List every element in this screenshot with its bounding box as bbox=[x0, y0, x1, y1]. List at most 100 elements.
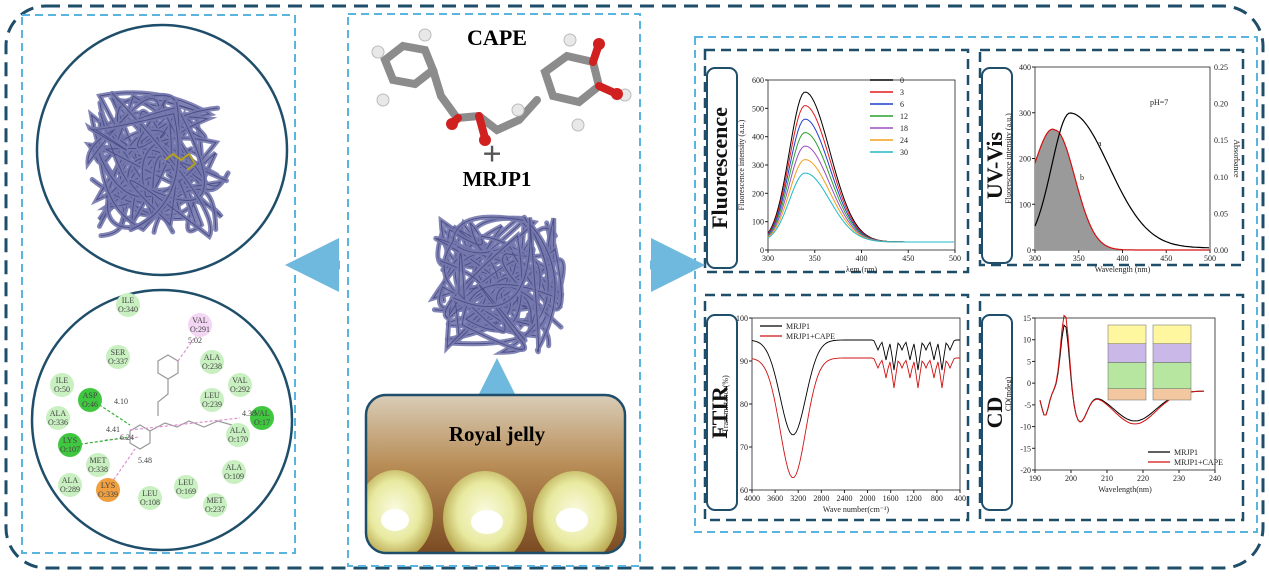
y-tick-label: 500 bbox=[752, 104, 764, 113]
residue-name: LEU bbox=[142, 489, 158, 498]
residue-node bbox=[96, 478, 120, 502]
y-tick-label: 0 bbox=[1027, 246, 1031, 255]
x-tick-label: 350 bbox=[809, 254, 821, 263]
inset-segment bbox=[1152, 343, 1192, 363]
residue-node bbox=[138, 486, 162, 510]
fluorescence-curve bbox=[1034, 112, 1210, 249]
y-tick-label: 300 bbox=[752, 161, 764, 170]
x-axis-label: Wavelength (nm) bbox=[1095, 265, 1151, 274]
residue-node bbox=[116, 293, 140, 317]
x-axis-label: Wave number(cm⁻¹) bbox=[823, 505, 890, 514]
protein-ribbon bbox=[83, 90, 231, 241]
residue-name: ALA bbox=[226, 463, 243, 472]
annotation: b bbox=[1080, 173, 1084, 182]
residue-id: O:238 bbox=[202, 362, 222, 371]
y-tick-label: 400 bbox=[752, 133, 764, 142]
fluorescence-panel bbox=[703, 48, 970, 274]
inset-segment bbox=[1152, 388, 1192, 401]
center-panel bbox=[347, 13, 641, 567]
residue-node bbox=[50, 373, 74, 397]
distance-label: 4.10 bbox=[114, 397, 128, 406]
y-tick-label: 60 bbox=[740, 486, 748, 495]
uvvis-panel bbox=[978, 48, 1245, 267]
y-axis-label: Transmittance(%) bbox=[721, 375, 730, 433]
cape-molecule bbox=[380, 40, 621, 142]
legend-label: 12 bbox=[900, 112, 908, 121]
x-tick-label: 200 bbox=[1065, 474, 1077, 483]
residue-node bbox=[250, 406, 274, 430]
residue-id: O:292 bbox=[230, 385, 250, 394]
cd-panel bbox=[978, 293, 1245, 522]
residue-id: O:338 bbox=[88, 465, 108, 474]
residue-node bbox=[203, 493, 227, 517]
y-tick-label: 600 bbox=[752, 76, 764, 85]
x-tick-label: 190 bbox=[1029, 474, 1041, 483]
side-label: Fluorescence bbox=[707, 107, 732, 229]
residue-node bbox=[46, 406, 70, 430]
plot-frame bbox=[1034, 317, 1216, 471]
legend-label: 6 bbox=[900, 100, 904, 109]
x-tick-label: 800 bbox=[931, 494, 943, 503]
residue-node bbox=[228, 373, 252, 397]
spectrum bbox=[767, 132, 954, 243]
mrjp1-label: MRJP1 bbox=[463, 167, 532, 191]
residue-name: ASP bbox=[83, 391, 98, 400]
residue-name: LYS bbox=[63, 436, 77, 445]
y-tick-label: -15 bbox=[1020, 444, 1031, 453]
ribbon-edge bbox=[458, 252, 541, 332]
y2-axis-label: Absorbance bbox=[1232, 139, 1241, 178]
residue-node bbox=[200, 388, 224, 412]
x-tick-label: 240 bbox=[1209, 474, 1221, 483]
residue-name: VAL bbox=[254, 409, 270, 418]
y-tick-label: 200 bbox=[1019, 155, 1031, 164]
residue-id: O:291 bbox=[190, 325, 210, 334]
y-tick-label: -5 bbox=[1024, 401, 1031, 410]
right-panel bbox=[694, 36, 1258, 533]
inset-segment bbox=[1152, 324, 1192, 344]
legend-label: 18 bbox=[900, 124, 908, 133]
legend-label: 3 bbox=[900, 88, 904, 97]
absorbance-curve bbox=[1034, 128, 1209, 251]
residue-id: O:289 bbox=[60, 485, 80, 494]
outer-border bbox=[4, 4, 1265, 570]
y2-tick-label: 0.00 bbox=[1214, 246, 1228, 255]
y-tick-label: 0 bbox=[1027, 379, 1031, 388]
residue-node bbox=[200, 350, 224, 374]
residue-id: O:336 bbox=[48, 418, 68, 427]
residue-name: VAL bbox=[232, 376, 248, 385]
x-tick-label: 300 bbox=[762, 254, 774, 263]
interaction-circle bbox=[30, 288, 294, 552]
residue-id: O:170 bbox=[228, 435, 248, 444]
x-tick-label: 400 bbox=[856, 254, 868, 263]
x-tick-label: 400 bbox=[1117, 254, 1129, 263]
y2-tick-label: 0.25 bbox=[1214, 63, 1228, 72]
residue-name: LYS bbox=[101, 481, 115, 490]
protein-ribbon bbox=[427, 214, 566, 355]
ftir-curve bbox=[751, 357, 960, 479]
y-axis-label: Fluorescence intensity (a.u.) bbox=[1004, 113, 1013, 204]
spectrum bbox=[767, 145, 954, 243]
x-axis-label: Wavelength(nm) bbox=[1098, 485, 1152, 494]
legend-label: MRJP1+CAPE bbox=[1174, 458, 1223, 467]
absorbance-area bbox=[1035, 129, 1210, 250]
x-tick-label: 450 bbox=[1160, 254, 1172, 263]
x-tick-label: 300 bbox=[1029, 254, 1041, 263]
x-tick-label: 2000 bbox=[860, 494, 876, 503]
y-axis-label: Fluorescence intensity (a.u.) bbox=[737, 119, 746, 210]
ribbon-edge bbox=[452, 217, 556, 353]
annotation: pH=7 bbox=[1150, 98, 1168, 107]
y-tick-label: 90 bbox=[740, 357, 748, 366]
residue-id: O:337 bbox=[108, 357, 128, 366]
residue-id: O:46 bbox=[82, 400, 98, 409]
y-tick-label: 300 bbox=[1019, 109, 1031, 118]
residue-name: VAL bbox=[192, 316, 208, 325]
x-tick-label: 3600 bbox=[767, 494, 783, 503]
ftir-curve bbox=[751, 339, 960, 436]
side-label-box bbox=[981, 314, 1013, 511]
y-tick-label: 0 bbox=[760, 246, 764, 255]
residue-id: O:237 bbox=[205, 505, 225, 514]
x-tick-label: 210 bbox=[1101, 474, 1113, 483]
ftir-panel bbox=[703, 293, 970, 522]
y-tick-label: 100 bbox=[1019, 200, 1031, 209]
x-tick-label: 350 bbox=[1073, 254, 1085, 263]
